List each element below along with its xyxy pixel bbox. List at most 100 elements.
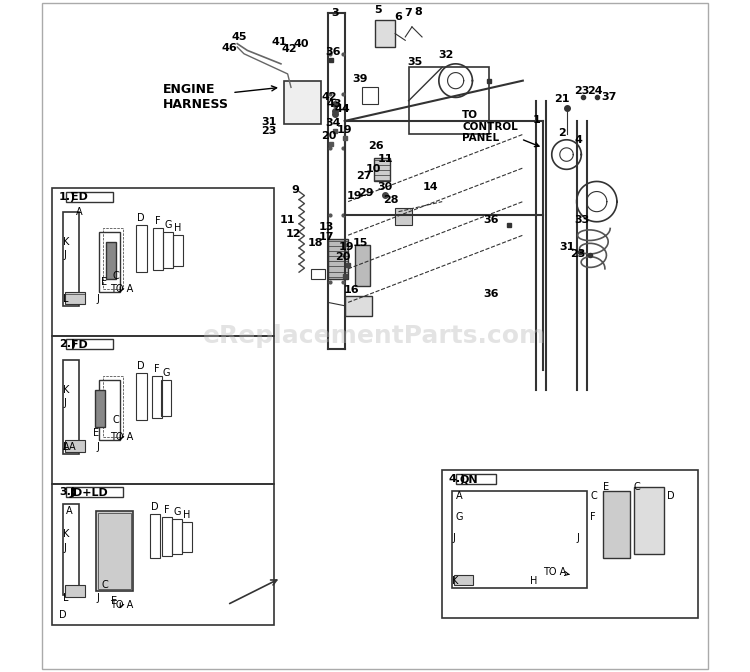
Text: 23: 23 [574, 86, 590, 95]
Bar [53, 484, 274, 625]
Text: 40: 40 [293, 39, 309, 48]
Text: E: E [111, 597, 117, 606]
Bar [53, 336, 274, 484]
Text: 2: 2 [558, 128, 566, 138]
Bar [62, 504, 80, 595]
Text: 12: 12 [285, 229, 301, 239]
Text: J: J [452, 533, 455, 542]
Text: 43: 43 [327, 99, 343, 109]
Bar [362, 87, 378, 104]
Bar [153, 228, 164, 270]
Text: TO A: TO A [110, 600, 133, 610]
Text: 37: 37 [602, 93, 616, 102]
Text: 42: 42 [322, 92, 337, 101]
Text: 20: 20 [335, 252, 350, 261]
Bar [345, 296, 372, 316]
Text: 33: 33 [574, 216, 590, 225]
Text: F: F [164, 505, 170, 515]
Text: 1: 1 [532, 115, 540, 124]
Bar [66, 487, 123, 497]
Text: 6: 6 [394, 12, 403, 22]
Text: 4: 4 [574, 135, 582, 144]
Text: J: J [577, 533, 580, 542]
Text: L: L [63, 294, 69, 304]
Bar [150, 514, 160, 558]
Bar [311, 269, 325, 279]
Bar [94, 390, 105, 427]
Text: 7: 7 [404, 9, 412, 18]
Text: 16: 16 [344, 286, 359, 295]
Text: JD+LD: JD+LD [70, 488, 109, 497]
Text: C: C [101, 580, 108, 589]
Text: QN: QN [460, 474, 478, 484]
Text: F: F [154, 364, 160, 374]
Text: A: A [66, 506, 73, 515]
Text: ENGINE
HARNESS: ENGINE HARNESS [164, 83, 277, 110]
Text: H: H [530, 577, 537, 586]
Bar [284, 81, 321, 124]
Text: C: C [113, 415, 120, 425]
Text: 23: 23 [261, 126, 277, 136]
Text: 21: 21 [554, 95, 569, 104]
Text: 14: 14 [422, 182, 438, 192]
Text: 3: 3 [331, 9, 338, 18]
Text: 17: 17 [319, 232, 334, 241]
Text: 26: 26 [368, 142, 384, 151]
Bar [66, 192, 113, 202]
Bar [103, 228, 123, 289]
Text: 8: 8 [415, 7, 422, 17]
Text: 28: 28 [382, 196, 398, 205]
Text: 31: 31 [261, 118, 277, 127]
Text: 11: 11 [280, 216, 296, 225]
Text: K: K [452, 577, 459, 586]
Bar [64, 440, 85, 452]
Text: H: H [175, 223, 181, 233]
Bar [328, 239, 348, 279]
Text: 3.): 3.) [59, 487, 76, 497]
Text: 44: 44 [334, 104, 350, 114]
Text: D: D [668, 491, 675, 501]
Text: J: J [63, 398, 66, 408]
Text: 39: 39 [352, 75, 368, 84]
Text: 36: 36 [483, 216, 498, 225]
Text: 18: 18 [308, 239, 323, 248]
Text: 15: 15 [352, 239, 368, 248]
Text: 36: 36 [483, 290, 498, 299]
Bar [454, 575, 473, 585]
Text: J: J [96, 593, 99, 603]
Bar [100, 232, 120, 292]
Bar [173, 235, 184, 266]
Text: 41: 41 [272, 38, 287, 47]
Text: A: A [69, 442, 76, 452]
Text: 4.): 4.) [449, 474, 466, 484]
Text: 19: 19 [346, 192, 362, 201]
Text: 29: 29 [358, 188, 374, 198]
Text: D: D [137, 361, 145, 371]
Text: D: D [137, 213, 145, 223]
Text: J: J [96, 294, 99, 304]
Text: D: D [59, 610, 67, 620]
Text: G: G [173, 507, 181, 517]
Text: E: E [93, 429, 99, 438]
Text: 46: 46 [221, 44, 237, 53]
Text: G: G [162, 368, 170, 378]
Text: ED: ED [71, 192, 88, 202]
Text: C: C [113, 271, 120, 280]
Bar [409, 67, 489, 134]
Text: H: H [183, 510, 190, 520]
Text: 2.): 2.) [59, 339, 76, 349]
Text: 27: 27 [356, 171, 371, 181]
Bar [164, 232, 173, 268]
Text: 31: 31 [559, 243, 574, 252]
Text: A: A [76, 207, 82, 216]
Text: 24: 24 [587, 86, 603, 95]
Bar [395, 208, 412, 225]
Bar [64, 292, 85, 304]
Bar [161, 380, 172, 416]
Text: 1.): 1.) [59, 192, 76, 202]
Text: 36: 36 [326, 48, 341, 57]
Bar [182, 522, 192, 552]
Text: TO
CONTROL
PANEL: TO CONTROL PANEL [462, 110, 539, 146]
Text: 34: 34 [326, 118, 341, 128]
Text: G: G [164, 220, 172, 230]
